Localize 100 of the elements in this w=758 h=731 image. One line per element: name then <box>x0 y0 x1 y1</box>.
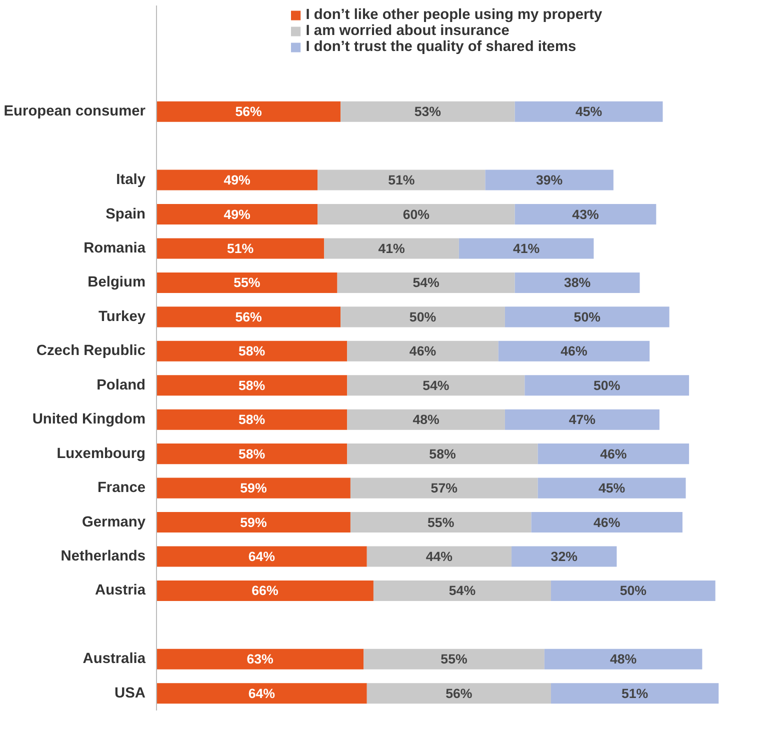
data-label: 54% <box>422 378 450 393</box>
data-label: 59% <box>240 480 267 496</box>
bar <box>347 409 505 430</box>
bar <box>512 546 617 567</box>
y-tick-label: Belgium <box>88 274 146 291</box>
bar <box>156 444 348 464</box>
bar <box>524 375 690 396</box>
data-label: 48% <box>412 412 440 428</box>
bar <box>550 580 716 601</box>
y-tick-label: Luxembourg <box>56 446 146 462</box>
bar <box>538 444 690 464</box>
bar <box>531 512 682 533</box>
legend-label: I am worried about insurance <box>306 23 510 39</box>
bar <box>156 546 367 567</box>
y-tick-label: USA <box>114 685 146 702</box>
legend-label: I don’t like other people using my property <box>306 7 602 23</box>
data-label: 46% <box>600 446 627 462</box>
bar <box>514 204 656 225</box>
data-label: 50% <box>574 309 601 324</box>
y-tick-label: Spain <box>106 206 146 222</box>
data-label: 50% <box>409 309 436 324</box>
bar <box>156 101 341 122</box>
bar <box>550 683 719 704</box>
data-label: 58% <box>238 412 266 428</box>
bar <box>156 580 374 601</box>
data-label: 55% <box>428 514 454 530</box>
data-label: 44% <box>426 548 453 564</box>
data-label: 38% <box>564 275 591 290</box>
bar <box>347 375 525 396</box>
bar <box>373 580 551 601</box>
data-label: 56% <box>446 686 472 701</box>
bar <box>156 409 348 430</box>
data-label: 59% <box>240 514 267 530</box>
data-label: 46% <box>560 344 588 359</box>
bar <box>504 409 660 430</box>
bar <box>156 272 338 293</box>
legend-label: I don’t trust the quality of shared items <box>306 39 576 55</box>
y-tick-label: Italy <box>116 172 146 188</box>
data-label: 46% <box>594 514 620 530</box>
bar <box>156 648 364 670</box>
data-label: 41% <box>512 240 540 256</box>
bar <box>156 478 350 498</box>
data-label: 46% <box>409 344 436 359</box>
y-tick-label: Czech Republic <box>36 343 146 360</box>
y-tick-label: Poland <box>96 377 146 394</box>
bar <box>514 272 640 293</box>
y-tick-label: France <box>97 480 146 496</box>
bar <box>514 101 663 122</box>
data-label: 45% <box>575 104 602 120</box>
data-label: 63% <box>246 652 274 667</box>
bar <box>156 340 348 362</box>
bar <box>504 306 670 328</box>
data-label: 51% <box>388 172 415 188</box>
y-tick-label: United Kingdom <box>32 412 146 428</box>
data-label: 49% <box>224 172 251 188</box>
bar <box>156 512 350 533</box>
data-label: 41% <box>378 240 406 256</box>
data-label: 55% <box>234 275 260 290</box>
bar <box>350 512 532 533</box>
bar <box>156 238 324 259</box>
y-tick-label: Romania <box>84 240 146 256</box>
data-label: 54% <box>412 275 440 290</box>
bar <box>485 170 614 190</box>
y-tick-label: European consumer <box>4 104 146 120</box>
y-tick-label: Netherlands <box>60 548 146 564</box>
y-tick-label: Turkey <box>98 308 146 325</box>
bar <box>364 648 544 670</box>
bar <box>340 101 515 122</box>
data-label: 53% <box>414 104 442 120</box>
data-label: 39% <box>536 172 563 188</box>
bar <box>156 204 318 225</box>
bar <box>544 648 702 670</box>
data-label: 45% <box>598 480 626 496</box>
y-tick-label: Australia <box>82 651 146 668</box>
bar <box>366 546 512 567</box>
data-label: 51% <box>226 240 254 256</box>
data-label: 56% <box>235 104 262 120</box>
bar <box>498 340 650 362</box>
bar <box>340 306 505 328</box>
data-label: 56% <box>235 309 262 324</box>
y-tick-label: Germany <box>82 514 146 530</box>
data-label: 32% <box>550 548 578 564</box>
bar <box>366 683 551 704</box>
bar <box>156 375 348 396</box>
data-label: 66% <box>252 583 278 598</box>
data-label: 57% <box>430 480 458 496</box>
bar <box>538 478 686 498</box>
data-label: 43% <box>572 206 599 222</box>
data-label: 50% <box>594 378 620 393</box>
data-label: 51% <box>621 686 648 701</box>
bar <box>337 272 515 293</box>
y-tick-label: Austria <box>95 582 146 599</box>
data-label: 49% <box>224 206 251 222</box>
bar <box>458 238 594 259</box>
bar <box>350 478 538 498</box>
data-label: 47% <box>568 412 596 428</box>
data-label: 58% <box>429 446 456 462</box>
bar <box>318 170 486 190</box>
data-label: 54% <box>448 583 476 598</box>
bar <box>156 170 318 190</box>
